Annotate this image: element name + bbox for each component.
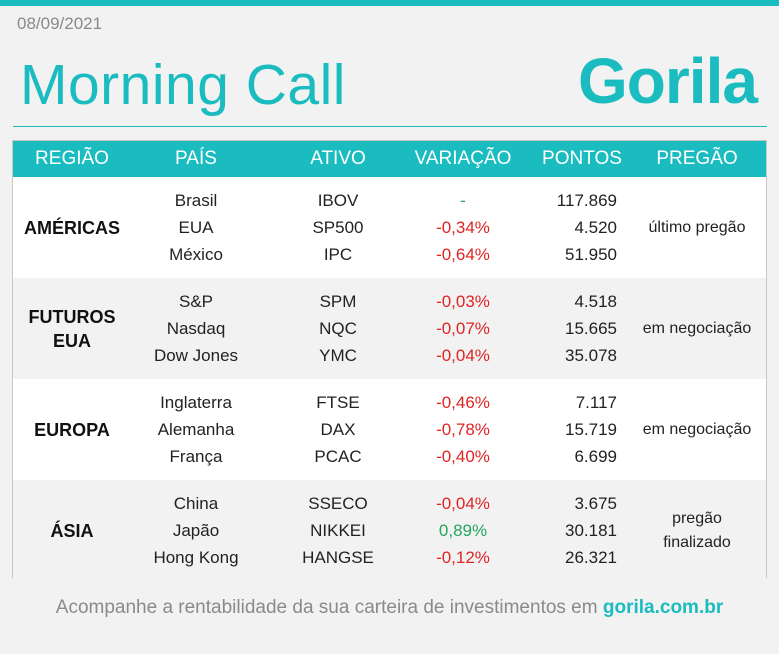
variation-cell: -0,78% [436,420,490,439]
gorila-logo: Gorila [578,45,758,117]
country-cell: México [169,245,223,264]
variation-cell: -0,12% [436,548,490,567]
variation-cell: -0,34% [436,218,490,237]
table-group: FUTUROS EUA em negociação S&P SPM -0,03% 4.51… [13,278,766,379]
session-status: pregão finalizado [663,509,731,551]
asset-cell: DAX [320,420,356,439]
asset-cell: SP500 [312,218,364,237]
asset-cell: NIKKEI [310,521,366,540]
variation-cell: -0,07% [436,319,490,338]
country-cell: Dow Jones [153,346,239,365]
col-header-pais: PAÍS [175,148,217,169]
top-accent-bar [0,0,779,6]
country-cell: EUA [178,218,214,237]
variation-cell: -0,04% [436,494,490,513]
points-cell: 117.869 [556,191,617,210]
col-header-pregao: PREGÃO [656,148,738,169]
points-cell: 15.719 [565,420,617,439]
asset-cell: PCAC [314,447,362,466]
footer-link[interactable]: gorila.com.br [602,597,724,618]
points-cell: 35.078 [565,346,617,365]
col-header-regiao: REGIÃO [35,148,109,169]
asset-cell: HANGSE [302,548,374,567]
country-cell: S&P [178,292,214,311]
col-header-ativo: ATIVO [310,148,366,169]
col-header-variacao: VARIAÇÃO [414,148,512,169]
table-header: REGIÃO PAÍS ATIVO VARIAÇÃO PONTOS PREGÃO [13,141,766,177]
points-cell: 6.699 [574,447,617,466]
table-group: EUROPA em negociação Inglaterra FTSE -0,46% 7… [13,379,766,480]
variation-cell: -0,03% [436,292,490,311]
country-cell: Japão [172,521,220,540]
variation-cell: 0,89% [438,521,488,540]
asset-cell: IBOV [317,191,359,210]
country-cell: Hong Kong [153,548,239,567]
country-cell: Inglaterra [160,393,232,412]
country-cell: China [173,494,219,513]
variation-cell: -0,04% [436,346,490,365]
session-status: em negociação [642,420,752,438]
variation-cell: -0,40% [436,447,490,466]
variation-cell: -0,46% [436,393,490,412]
asset-cell: NQC [319,319,357,338]
asset-cell: FTSE [316,393,360,412]
asset-cell: SSECO [308,494,368,513]
footer-note: Acompanhe a rentabilidade da sua carteir… [0,597,779,619]
points-cell: 26.321 [565,548,617,567]
points-cell: 51.950 [565,245,617,264]
table-group: AMÉRICAS último pregão Brasil IBOV - 117.869 E… [13,177,766,278]
country-cell: Brasil [174,191,218,210]
points-cell: 4.518 [574,292,617,311]
table-group: ÁSIA pregão finalizado China SSECO -0,04% 3.6… [13,480,766,581]
region-label: FUTUROS EUA [28,306,116,351]
page-title: Morning Call [20,53,346,117]
asset-cell: SPM [319,292,357,311]
variation-cell: - [460,191,466,210]
market-table: REGIÃO PAÍS ATIVO VARIAÇÃO PONTOS PREGÃO… [12,140,767,581]
country-cell: Alemanha [157,420,235,439]
points-cell: 4.520 [574,218,617,237]
points-cell: 7.117 [575,393,617,412]
variation-cell: -0,64% [436,245,490,264]
asset-cell: YMC [319,346,357,365]
country-cell: França [169,447,223,466]
report-date: 08/09/2021 [17,14,103,33]
points-cell: 3.675 [574,494,617,513]
country-cell: Nasdaq [166,319,226,338]
region-label: EUROPA [34,419,110,440]
col-header-pontos: PONTOS [542,148,622,169]
header-divider [13,126,767,127]
points-cell: 30.181 [565,521,617,540]
footer-text: Acompanhe a rentabilidade da sua carteir… [55,597,603,618]
region-label: ÁSIA [50,520,94,541]
region-label: AMÉRICAS [23,217,120,238]
session-status: em negociação [642,319,752,337]
asset-cell: IPC [323,245,353,264]
points-cell: 15.665 [565,319,617,338]
session-status: último pregão [648,218,746,236]
